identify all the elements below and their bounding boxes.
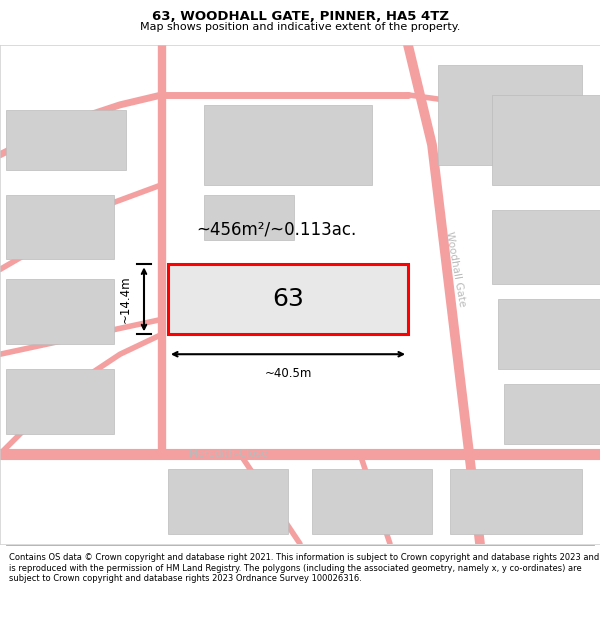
- Bar: [6, 194, 114, 259]
- Text: 63: 63: [272, 288, 304, 311]
- Text: ~456m²/~0.113ac.: ~456m²/~0.113ac.: [196, 221, 356, 239]
- Bar: [438, 65, 582, 165]
- Text: ~40.5m: ~40.5m: [265, 367, 311, 380]
- Bar: [504, 384, 600, 444]
- Text: 63, WOODHALL GATE, PINNER, HA5 4TZ: 63, WOODHALL GATE, PINNER, HA5 4TZ: [151, 10, 449, 23]
- Bar: [168, 264, 408, 334]
- Bar: [168, 469, 288, 534]
- Bar: [492, 95, 600, 184]
- Bar: [6, 110, 126, 169]
- Text: Map shows position and indicative extent of the property.: Map shows position and indicative extent…: [140, 22, 460, 32]
- Bar: [312, 469, 432, 534]
- Bar: [450, 469, 582, 534]
- Bar: [6, 279, 114, 344]
- Bar: [204, 105, 372, 184]
- Text: Woodhall Gate: Woodhall Gate: [445, 231, 467, 308]
- Bar: [204, 194, 294, 239]
- Text: Contains OS data © Crown copyright and database right 2021. This information is : Contains OS data © Crown copyright and d…: [9, 554, 599, 583]
- Bar: [498, 299, 600, 369]
- Bar: [6, 369, 114, 434]
- Bar: [168, 264, 408, 334]
- Text: ~14.4m: ~14.4m: [119, 276, 132, 323]
- Text: Meredith‐Close: Meredith‐Close: [189, 449, 267, 459]
- Bar: [492, 209, 600, 284]
